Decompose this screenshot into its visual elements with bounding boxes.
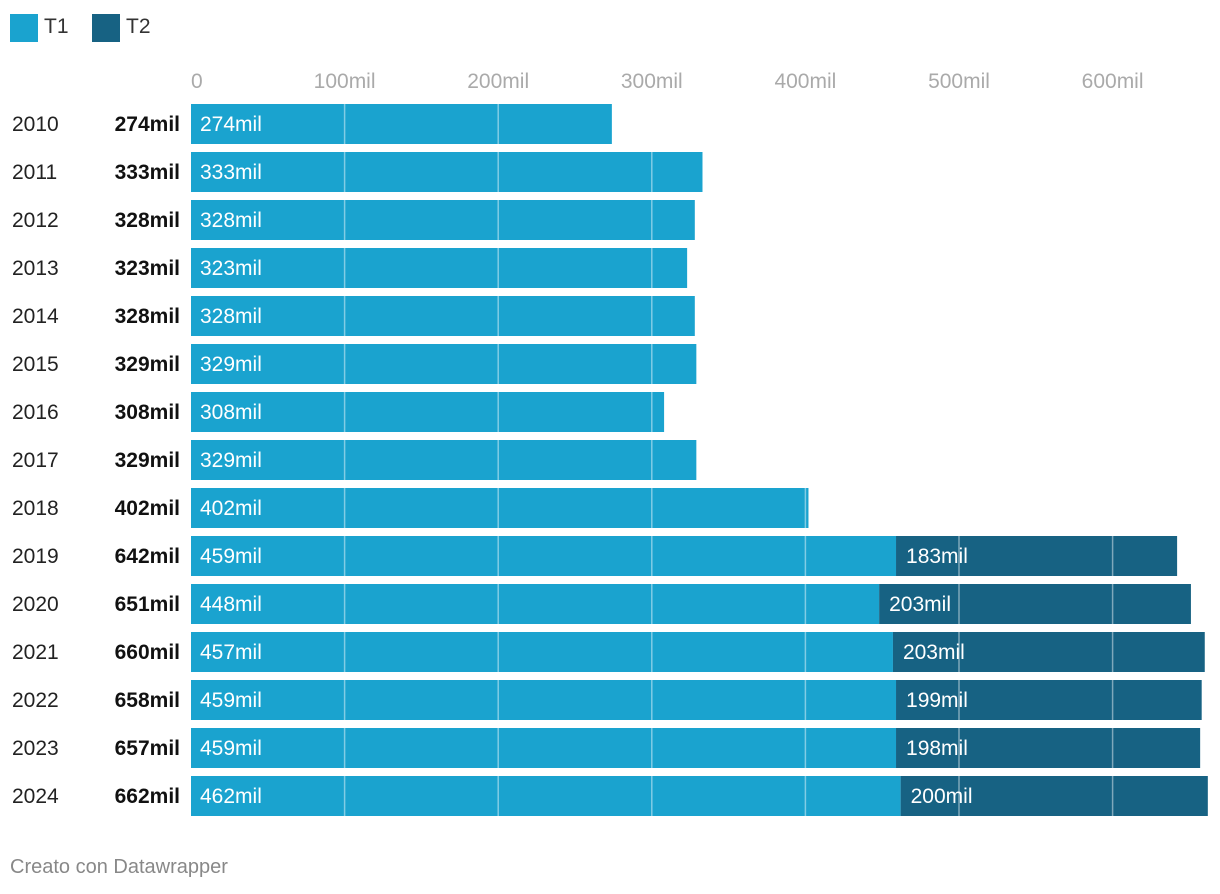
bar-label-t1: 459mil xyxy=(200,737,262,760)
bar-label-t1: 328mil xyxy=(200,209,262,232)
year-label: 2012 xyxy=(12,209,59,232)
total-label: 308mil xyxy=(115,401,180,424)
bar-label-t1: 402mil xyxy=(200,497,262,520)
bar-t1 xyxy=(191,632,893,672)
year-label: 2018 xyxy=(12,497,59,520)
year-label: 2014 xyxy=(12,305,59,328)
year-label: 2016 xyxy=(12,401,59,424)
bar-label-t2: 199mil xyxy=(906,689,968,712)
bar-label-t1: 308mil xyxy=(200,401,262,424)
bar-t1 xyxy=(191,200,695,240)
x-tick-label: 500mil xyxy=(928,70,990,93)
x-tick-label: 200mil xyxy=(467,70,529,93)
legend-swatch-t2 xyxy=(92,14,120,42)
bar-t1 xyxy=(191,392,665,432)
bar-t1 xyxy=(191,728,897,768)
total-label: 642mil xyxy=(115,545,180,568)
bar-t1 xyxy=(191,536,897,576)
year-label: 2013 xyxy=(12,257,59,280)
bar-label-t2: 203mil xyxy=(889,593,951,616)
bar-t2 xyxy=(896,680,1202,720)
bar-t1 xyxy=(191,584,880,624)
bar-t2 xyxy=(900,776,1208,816)
bar-t2 xyxy=(896,728,1201,768)
gridlines-layer xyxy=(343,104,1114,816)
bar-t2 xyxy=(879,584,1191,624)
footer-credit: Creato con Datawrapper xyxy=(10,856,228,878)
bar-label-t1: 328mil xyxy=(200,305,262,328)
bar-t1 xyxy=(191,296,695,336)
bar-label-t2: 203mil xyxy=(903,641,965,664)
bar-label-t1: 323mil xyxy=(200,257,262,280)
x-tick-label: 400mil xyxy=(774,70,836,93)
labels-layer: 2010 274mil 274mil 2011 333mil 333mil 2012 328m… xyxy=(12,113,973,808)
x-tick-label: 100mil xyxy=(314,70,376,93)
total-label: 333mil xyxy=(115,161,180,184)
legend-label-t1: T1 xyxy=(44,15,69,38)
year-label: 2017 xyxy=(12,449,59,472)
bar-t1 xyxy=(191,488,809,528)
total-label: 274mil xyxy=(115,113,180,136)
legend-swatch-t1 xyxy=(10,14,38,42)
x-tick-label: 300mil xyxy=(621,70,683,93)
year-label: 2010 xyxy=(12,113,59,136)
bar-t1 xyxy=(191,344,697,384)
bar-t1 xyxy=(191,680,897,720)
x-tick-label: 600mil xyxy=(1082,70,1144,93)
year-label: 2011 xyxy=(12,161,57,184)
total-label: 660mil xyxy=(115,641,180,664)
bar-label-t1: 459mil xyxy=(200,689,262,712)
bar-label-t1: 329mil xyxy=(200,449,262,472)
year-label: 2015 xyxy=(12,353,59,376)
year-label: 2024 xyxy=(12,785,59,808)
bar-label-t2: 200mil xyxy=(911,785,973,808)
total-label: 662mil xyxy=(115,785,180,808)
bar-t1 xyxy=(191,440,697,480)
bar-t1 xyxy=(191,152,703,192)
bar-t1 xyxy=(191,776,901,816)
bars-layer xyxy=(191,104,1208,816)
total-label: 328mil xyxy=(115,305,180,328)
total-label: 329mil xyxy=(115,353,180,376)
bar-label-t1: 457mil xyxy=(200,641,262,664)
year-label: 2019 xyxy=(12,545,59,568)
legend-label-t2: T2 xyxy=(126,15,151,38)
year-label: 2020 xyxy=(12,593,59,616)
bar-label-t2: 183mil xyxy=(906,545,968,568)
total-label: 323mil xyxy=(115,257,180,280)
bar-label-t1: 333mil xyxy=(200,161,262,184)
total-label: 658mil xyxy=(115,689,180,712)
bar-t1 xyxy=(191,104,612,144)
year-label: 2023 xyxy=(12,737,59,760)
bar-label-t1: 462mil xyxy=(200,785,262,808)
bar-t2 xyxy=(896,536,1178,576)
year-label: 2022 xyxy=(12,689,59,712)
year-label: 2021 xyxy=(12,641,59,664)
bar-t2 xyxy=(892,632,1205,672)
stacked-bar-chart: 0 100mil 200mil 300mil 400mil 500mil 600mil 201… xyxy=(12,70,1208,816)
bar-label-t1: 274mil xyxy=(200,113,262,136)
bar-label-t1: 448mil xyxy=(200,593,262,616)
bar-label-t1: 329mil xyxy=(200,353,262,376)
total-label: 328mil xyxy=(115,209,180,232)
total-label: 651mil xyxy=(115,593,180,616)
x-tick-label: 0 xyxy=(191,70,203,93)
bar-label-t1: 459mil xyxy=(200,545,262,568)
bar-t1 xyxy=(191,248,688,288)
total-label: 329mil xyxy=(115,449,180,472)
bar-label-t2: 198mil xyxy=(906,737,968,760)
total-label: 402mil xyxy=(115,497,180,520)
total-label: 657mil xyxy=(115,737,180,760)
